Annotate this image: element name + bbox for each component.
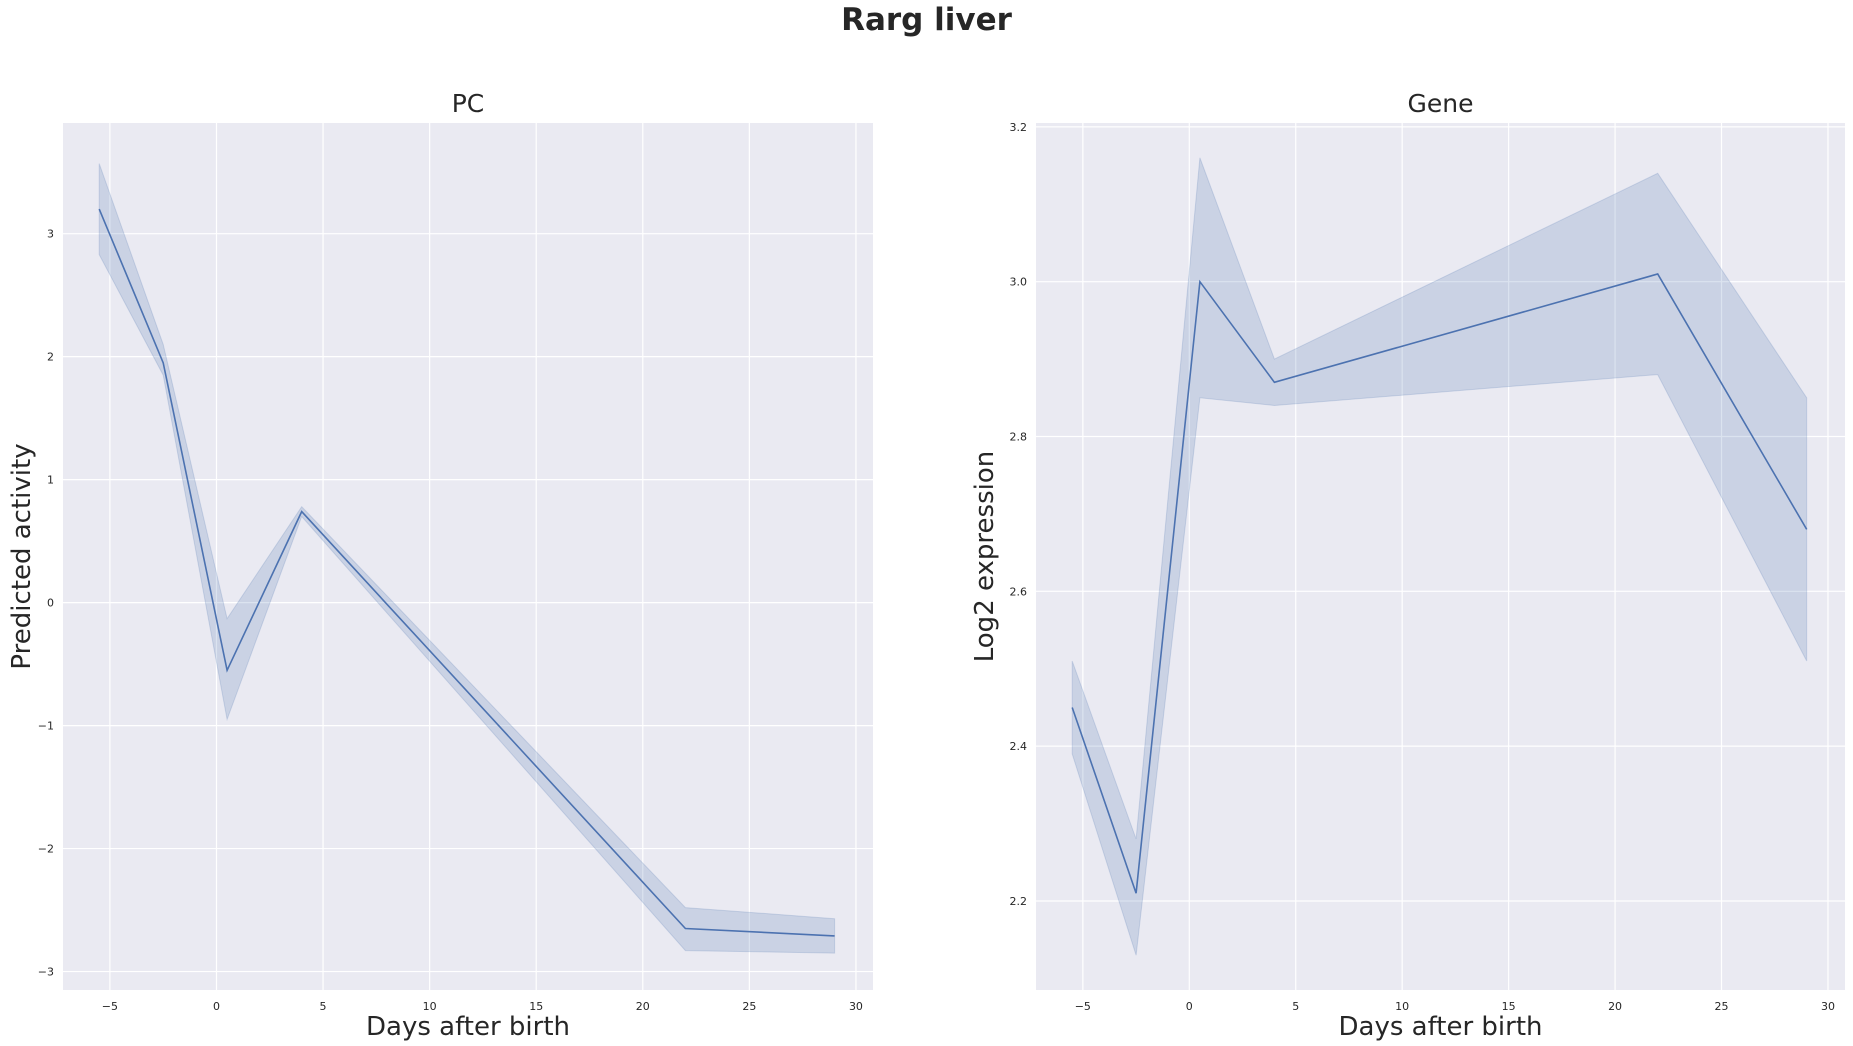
x-axis-label: Days after birth [1338,1012,1542,1042]
y-tick-label: 3.2 [1010,121,1028,134]
figure-title: Rarg liver [841,2,1012,38]
y-tick-label: 0 [47,597,54,610]
panel-gene: −5 0 5 10 15 20 25 30 2.2 2.4 2.6 2.8 3.0 3.2 Gene Days… [970,89,1845,1042]
panel-title: Gene [1408,89,1474,118]
confidence-band [98,163,836,954]
panel-pc: −5 0 5 10 15 20 25 30 −3 −2 −1 0 1 2 3 PC Days after bir… [7,89,873,1042]
y-tick-label: 2.6 [1010,585,1028,598]
y-tick-label: 3.0 [1010,276,1028,289]
x-tick-label: −5 [1075,1000,1091,1013]
y-tick-label: 2.4 [1010,740,1028,753]
y-axis-label: Log2 expression [970,451,1000,663]
x-tick-label: 30 [849,1000,863,1013]
y-tick-label: 2 [47,351,54,364]
x-tick-label: 5 [320,1000,327,1013]
x-tick-label: 10 [423,1000,437,1013]
x-tick-label: 30 [1821,1000,1835,1013]
x-tick-label: 25 [1715,1000,1729,1013]
y-tick-label: −3 [38,966,54,979]
y-tick-label: −2 [38,843,54,856]
plot-area [1036,123,1845,990]
x-tick-label: 5 [1292,1000,1299,1013]
x-tick-label: −5 [102,1000,118,1013]
x-tick-label: 10 [1395,1000,1409,1013]
x-tick-label: 20 [1608,1000,1622,1013]
x-tick-label: 20 [636,1000,650,1013]
plot-area [63,123,873,990]
x-axis-label: Days after birth [366,1012,570,1042]
series-line [98,208,835,937]
y-tick-label: 2.8 [1010,431,1028,444]
y-tick-label: 1 [47,474,54,487]
x-tick-label: 15 [1502,1000,1516,1013]
x-tick-label: 0 [1186,1000,1193,1013]
series-line [1071,273,1808,894]
y-tick-label: 2.2 [1010,895,1028,908]
y-axis-label: Predicted activity [7,443,37,669]
x-tick-label: 15 [529,1000,543,1013]
y-tick-label: 3 [47,228,54,241]
y-tick-label: −1 [38,720,54,733]
x-tick-label: 25 [742,1000,756,1013]
panel-title: PC [452,89,485,118]
x-tick-label: 0 [213,1000,220,1013]
